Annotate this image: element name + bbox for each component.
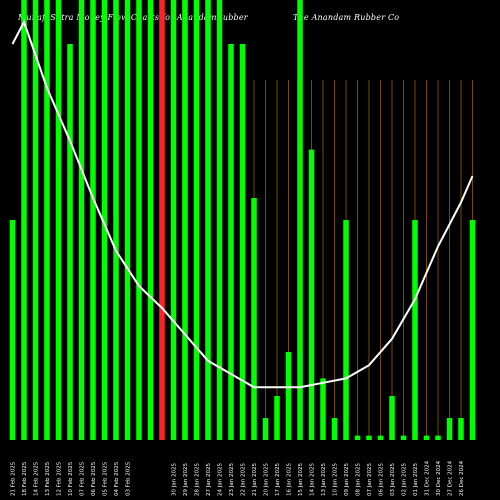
- bar: [44, 0, 50, 440]
- bar: [182, 0, 188, 440]
- bar: [32, 0, 39, 440]
- x-tick-label: 27 Dec 2024: [448, 460, 454, 496]
- bar: [469, 220, 476, 440]
- x-tick-label: 23 Jan 2025: [229, 463, 235, 496]
- bar: [147, 0, 154, 440]
- bar: [251, 198, 257, 440]
- x-tick-labels: 21 Feb 2025 18 Feb 2025 14 Feb 2025 13 Feb …: [11, 460, 466, 496]
- x-tick-label: 06 Feb 2025: [91, 461, 97, 496]
- x-tick-label: 17 Jan 2025: [275, 463, 281, 496]
- bar: [239, 44, 246, 440]
- chart-title-right: The Anandam Rubber Co: [293, 13, 400, 22]
- x-tick-label: 20 Jan 2025: [264, 463, 270, 496]
- bar: [308, 149, 315, 440]
- bar: [446, 418, 453, 440]
- bar: [389, 396, 395, 440]
- bar: [67, 44, 73, 440]
- bar: [101, 0, 108, 440]
- x-tick-label: 21 Jan 2025: [252, 463, 258, 496]
- x-tick-label: 13 Feb 2025: [45, 461, 51, 496]
- x-tick-label: 07 Jan 2025: [367, 463, 373, 496]
- bars: [9, 0, 476, 440]
- x-tick-label: 14 Feb 2025: [34, 461, 40, 496]
- bar: [170, 0, 177, 440]
- bar: [136, 0, 142, 440]
- bar: [21, 0, 27, 440]
- bar: [78, 0, 85, 440]
- bar: [423, 435, 430, 440]
- x-tick-label: 08 Jan 2025: [356, 463, 362, 496]
- x-tick-label: 27 Jan 2025: [206, 463, 212, 496]
- bar: [343, 220, 349, 440]
- x-tick-label: 31 Dec 2024: [425, 460, 431, 496]
- x-tick-label: 03 Feb 2025: [126, 461, 132, 496]
- x-tick-label: 18 Feb 2025: [22, 461, 28, 496]
- bar: [124, 0, 131, 440]
- x-tick-label: 30 Dec 2024: [436, 460, 442, 496]
- x-tick-label: 04 Feb 2025: [114, 461, 120, 496]
- bar: [262, 418, 269, 440]
- trend-line: [11, 19, 474, 389]
- x-tick-label: 13 Jan 2025: [321, 463, 327, 496]
- x-tick-label: 30 Jan 2025: [172, 463, 178, 496]
- x-tick-label: 22 Jan 2025: [241, 463, 247, 496]
- x-tick-label: 03 Jan 2025: [390, 463, 396, 496]
- bar: [331, 418, 338, 440]
- bar: [55, 0, 62, 440]
- bar: [113, 0, 119, 440]
- bar: [274, 396, 280, 440]
- bar: [400, 435, 407, 440]
- bar: [320, 378, 326, 440]
- bar: [90, 0, 96, 440]
- bar: [216, 0, 223, 440]
- bar: [366, 435, 372, 440]
- bar: [205, 0, 211, 440]
- x-tick-label: 01 Jan 2025: [413, 463, 419, 496]
- chart-title-left: MunafaSutra Money Flow Charts for Ananda…: [18, 13, 248, 22]
- bar: [458, 418, 464, 440]
- x-tick-label: 29 Jan 2025: [183, 463, 189, 496]
- x-tick-label: 28 Jan 2025: [195, 463, 201, 496]
- x-tick-label: 16 Jan 2025: [287, 463, 293, 496]
- x-tick-label: 26 Dec 2024: [459, 460, 465, 496]
- bar: [377, 435, 384, 440]
- bar: [285, 352, 292, 440]
- x-tick-label: 14 Jan 2025: [310, 463, 316, 496]
- bar: [228, 44, 234, 440]
- bar: [297, 0, 303, 440]
- bar: [412, 220, 418, 440]
- x-tick-label: 07 Feb 2025: [80, 461, 86, 496]
- x-tick-label: 21 Feb 2025: [11, 461, 17, 496]
- bar: [159, 0, 165, 440]
- x-tick-label: 15 Jan 2025: [298, 463, 304, 496]
- x-tick-label: 10 Jan 2025: [333, 463, 339, 496]
- bar: [354, 435, 361, 440]
- x-tick-label: 10 Feb 2025: [68, 461, 74, 496]
- x-tick-label: 06 Jan 2025: [379, 463, 385, 496]
- bar: [435, 435, 441, 440]
- x-tick-label: 05 Feb 2025: [103, 461, 109, 496]
- x-tick-label: 02 Jan 2025: [402, 463, 408, 496]
- x-tick-label: 09 Jan 2025: [344, 463, 350, 496]
- x-tick-label: 24 Jan 2025: [218, 463, 224, 496]
- x-tick-label: 12 Feb 2025: [57, 461, 63, 496]
- bar: [193, 0, 200, 440]
- bar: [9, 220, 16, 440]
